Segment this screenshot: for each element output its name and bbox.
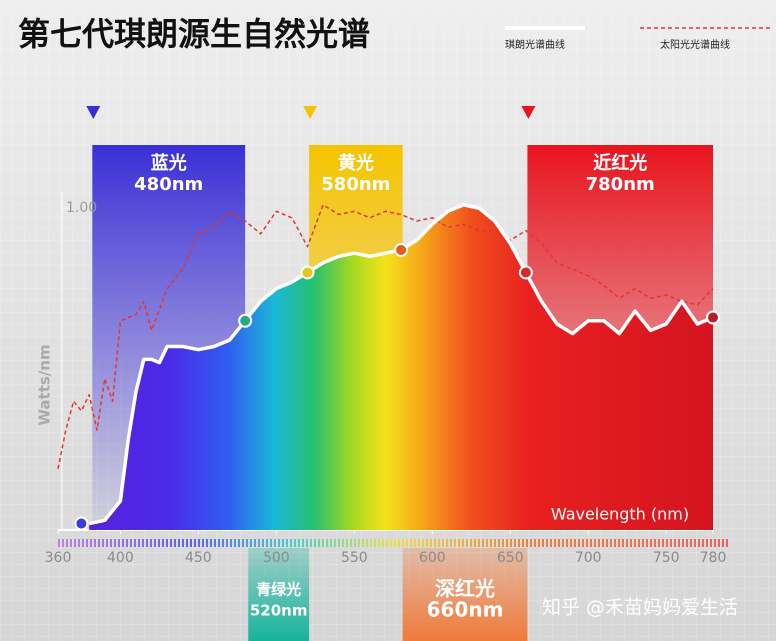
- chart-title: 第七代琪朗源生自然光谱: [18, 15, 370, 53]
- band-name: 蓝光: [151, 152, 187, 174]
- y-tick-label: 1.00: [66, 200, 97, 216]
- band: [402, 548, 528, 641]
- spectrum-fill: [89, 204, 713, 530]
- series-line: [88, 203, 714, 526]
- highlight-point: [518, 265, 533, 280]
- x-tick-label: 650: [497, 550, 524, 566]
- x-axis-label: Wavelength (nm): [551, 505, 689, 524]
- band-name: 深红光: [435, 577, 495, 601]
- legend-label: 太阳光光谱曲线: [660, 38, 730, 51]
- band-label: 660nm: [427, 598, 504, 622]
- series-line: [57, 204, 714, 469]
- band-marker: [521, 106, 536, 119]
- plot: 1.00 360 400 450 500 550 600 650 700 750 780: [45, 192, 727, 566]
- band-label: 520nm: [250, 602, 308, 620]
- highlight-point: [394, 242, 409, 257]
- x-tick-label: 700: [575, 550, 602, 566]
- legend-label: 琪朗光谱曲线: [505, 38, 565, 51]
- band-name: 黄光: [338, 152, 374, 174]
- highlight-point: [706, 310, 720, 325]
- x-tick-label: 550: [341, 550, 368, 566]
- x-tick-label: 450: [185, 550, 212, 566]
- x-tick-label: 600: [419, 550, 446, 566]
- x-tick-label: 750: [653, 550, 680, 566]
- highlight-point: [300, 265, 315, 280]
- band-label: 780nm: [586, 174, 655, 195]
- band-marker: [303, 106, 318, 119]
- x-tick-label: 400: [107, 550, 134, 566]
- x-tick-label: 500: [263, 550, 290, 566]
- highlight-point: [74, 516, 89, 531]
- x-tick-label: 780: [700, 550, 727, 566]
- band-name: 青绿光: [256, 581, 301, 599]
- band: [248, 548, 310, 641]
- highlight-point: [238, 313, 253, 328]
- band-label: 580nm: [321, 174, 390, 195]
- x-tick-label: 360: [45, 550, 72, 566]
- band-marker: [86, 106, 101, 119]
- band-name: 近红光: [593, 152, 647, 174]
- legend: 琪朗光谱曲线 太阳光光谱曲线: [505, 26, 770, 51]
- watermark: 知乎 @禾苗妈妈爱生活: [542, 597, 738, 619]
- y-axis-label: Watts/nm: [36, 344, 54, 425]
- band-label: 480nm: [134, 174, 203, 195]
